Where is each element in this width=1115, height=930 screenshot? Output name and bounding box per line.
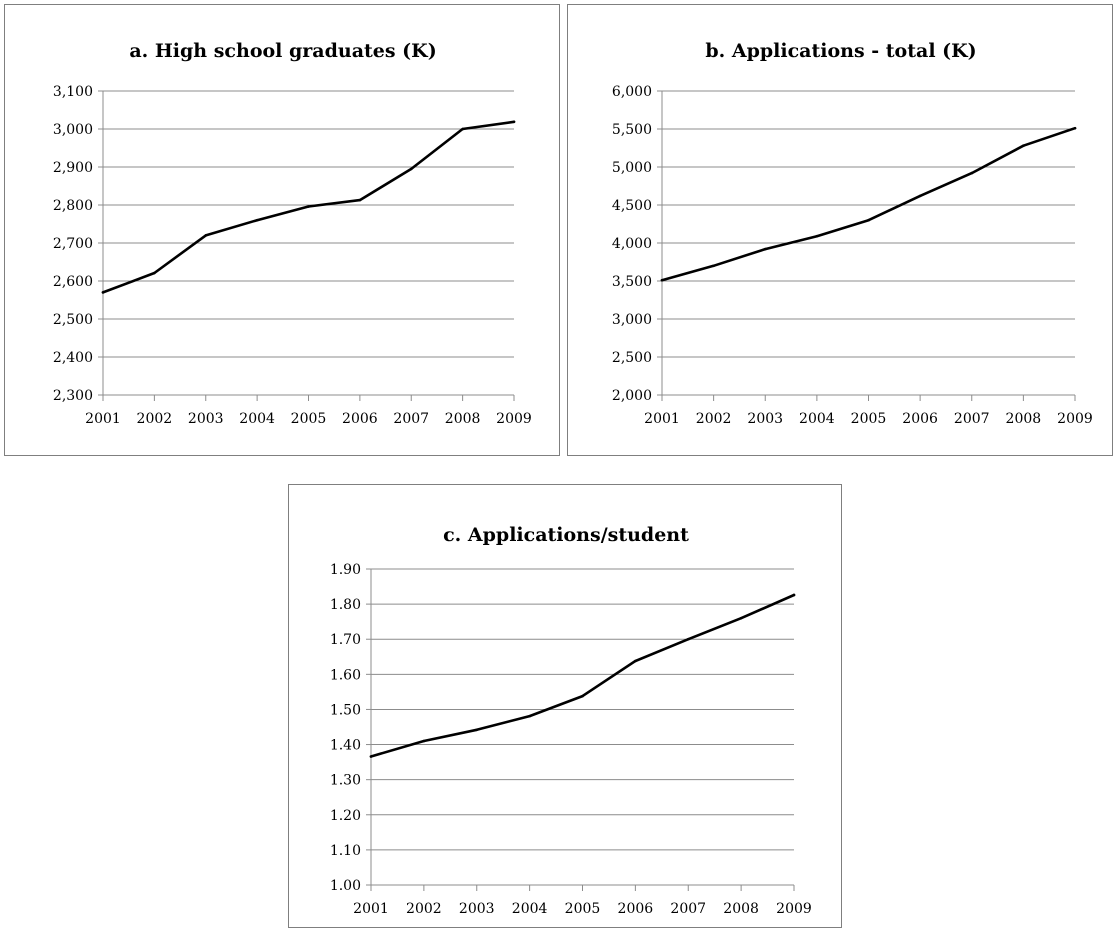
x-tick-label: 2006 (618, 901, 654, 917)
y-tick-label: 3,000 (612, 312, 652, 328)
y-tick-label: 1.90 (330, 562, 361, 578)
x-tick-label: 2008 (1006, 411, 1042, 427)
data-point (369, 755, 373, 758)
data-point (581, 694, 584, 698)
chart-a-title: a. High school graduates (K) (129, 40, 436, 62)
x-tick-label: 2006 (902, 411, 938, 427)
data-point (528, 714, 531, 718)
data-point (101, 291, 105, 294)
series-line (369, 593, 796, 758)
chart-c-title: c. Applications/student (443, 524, 689, 546)
x-tick-label: 2008 (723, 901, 759, 917)
x-tick-label: 2005 (565, 901, 601, 917)
x-tick-label: 2009 (776, 901, 812, 917)
x-tick-label: 2008 (445, 411, 481, 427)
x-tick-label: 2006 (342, 411, 378, 427)
y-tick-label: 6,000 (612, 84, 652, 100)
data-point (763, 247, 767, 251)
x-tick-label: 2007 (670, 901, 706, 917)
y-tick-label: 3,500 (612, 274, 652, 290)
y-tick-label: 1.10 (330, 843, 361, 859)
x-tick-label: 2002 (137, 411, 173, 427)
series-line (660, 126, 1077, 282)
data-point (1022, 144, 1025, 148)
data-point (255, 218, 259, 222)
y-tick-label: 2,600 (53, 274, 93, 290)
y-tick-label: 2,900 (53, 160, 93, 176)
data-point (307, 205, 310, 208)
data-point (1073, 126, 1077, 130)
y-tick-label: 3,100 (53, 84, 93, 100)
chart-c-svg: c. Applications/student 1.00 1.10 1.20 1.30… (330, 524, 812, 917)
chart-b-title: b. Applications - total (K) (705, 40, 976, 62)
chart-b-svg: b. Applications - total (K) 2,000 2,500 3,… (612, 40, 1093, 427)
y-tick-label: 1.20 (330, 808, 361, 824)
y-tick-label: 5,500 (612, 122, 652, 138)
x-tick-label: 2007 (954, 411, 990, 427)
data-point (792, 593, 796, 597)
x-tick-label: 2009 (496, 411, 532, 427)
data-point (422, 739, 426, 743)
x-tick-label: 2007 (393, 411, 429, 427)
y-tick-label: 2,500 (612, 350, 652, 366)
x-tick-label: 2005 (851, 411, 887, 427)
y-tick-label: 3,000 (53, 122, 93, 138)
x-tick-label: 2004 (512, 901, 548, 917)
data-point (358, 198, 362, 202)
data-point (660, 278, 664, 282)
data-point (739, 616, 743, 620)
data-point (153, 271, 156, 275)
y-tick-label: 2,500 (53, 312, 93, 328)
x-tick-label: 2003 (747, 411, 783, 427)
data-point (970, 171, 974, 175)
data-point (475, 728, 479, 732)
y-tick-label: 1.00 (330, 878, 361, 894)
y-tick-label: 1.40 (330, 738, 361, 754)
y-tick-label: 4,500 (612, 198, 652, 214)
y-tick-label: 2,000 (612, 388, 652, 404)
y-tick-label: 2,300 (53, 388, 93, 404)
chart-panel-b: b. Applications - total (K) 2,000 2,500 3,… (567, 4, 1113, 456)
y-tick-label: 2,800 (53, 198, 93, 214)
data-point (461, 127, 464, 131)
x-tick-label: 2005 (291, 411, 327, 427)
x-tick-label: 2002 (406, 901, 442, 917)
x-tick-label: 2001 (353, 901, 389, 917)
x-tick-label: 2002 (696, 411, 732, 427)
y-tick-label: 1.60 (330, 667, 361, 683)
data-point (712, 264, 715, 268)
y-tick-label: 2,700 (53, 236, 93, 252)
y-tick-label: 1.50 (330, 702, 361, 718)
y-tick-label: 2,400 (53, 350, 93, 366)
x-tick-label: 2003 (459, 901, 495, 917)
y-tick-label: 1.30 (330, 773, 361, 789)
data-point (634, 659, 637, 663)
data-point (815, 234, 819, 238)
x-tick-label: 2003 (188, 411, 224, 427)
x-tick-label: 2004 (799, 411, 835, 427)
y-tick-label: 4,000 (612, 236, 652, 252)
x-tick-label: 2001 (85, 411, 121, 427)
chart-a-svg: a. High school graduates (K) 2,300 2,400 2… (53, 40, 532, 427)
data-point (686, 637, 690, 641)
data-point (409, 167, 413, 171)
chart-panel-c: c. Applications/student 1.00 1.10 1.20 1.30… (288, 484, 842, 928)
data-point (867, 218, 870, 222)
data-point (512, 120, 516, 124)
chart-panel-a: a. High school graduates (K) 2,300 2,400 2… (4, 4, 560, 456)
x-tick-label: 2009 (1057, 411, 1093, 427)
x-tick-label: 2004 (239, 411, 275, 427)
data-point (918, 194, 922, 198)
x-tick-label: 2001 (644, 411, 680, 427)
y-tick-label: 5,000 (612, 160, 652, 176)
y-tick-label: 1.70 (330, 632, 361, 648)
data-point (204, 234, 208, 237)
y-tick-label: 1.80 (330, 597, 361, 613)
